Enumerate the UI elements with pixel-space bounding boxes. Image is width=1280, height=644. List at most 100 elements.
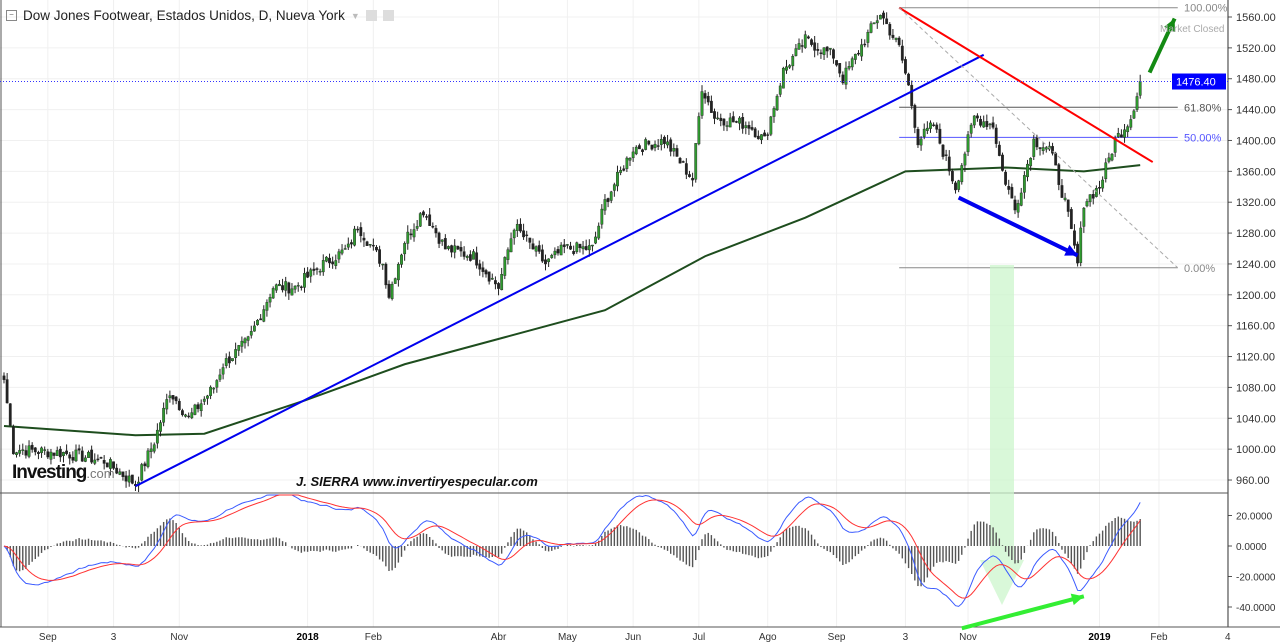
- candle-body: [118, 471, 122, 475]
- candle: [309, 267, 313, 283]
- candle-body: [663, 136, 666, 144]
- candle-body: [681, 161, 685, 163]
- candle-body: [553, 250, 557, 256]
- candle: [706, 91, 710, 106]
- ma200-line: [3, 164, 1141, 437]
- candle-body: [819, 52, 823, 54]
- chevron-down-icon[interactable]: ▼: [350, 10, 360, 21]
- candle: [544, 254, 547, 271]
- candle: [616, 165, 619, 192]
- candle: [262, 305, 266, 323]
- candle: [362, 232, 366, 247]
- candle: [33, 447, 37, 456]
- candle-body: [838, 63, 842, 74]
- candle: [74, 444, 78, 463]
- gear-icon[interactable]: [382, 10, 394, 21]
- candle: [938, 123, 942, 145]
- trendline-support: [135, 53, 985, 488]
- candle: [879, 14, 882, 20]
- candle-body: [246, 336, 250, 341]
- candle-body: [11, 426, 15, 455]
- candle: [365, 240, 369, 246]
- candle-body: [828, 47, 832, 50]
- candle-body: [456, 245, 460, 250]
- candle-body: [957, 180, 961, 190]
- candle: [234, 342, 238, 365]
- candle-body: [174, 396, 178, 402]
- candle-body: [904, 59, 907, 74]
- candle-body: [24, 450, 28, 456]
- candle-body: [171, 395, 175, 400]
- candle-body: [268, 297, 272, 303]
- candle-body: [703, 93, 707, 99]
- candle: [559, 242, 563, 256]
- candle-body: [872, 22, 876, 25]
- candle: [456, 245, 460, 250]
- candle-body: [875, 20, 879, 24]
- candle-body: [71, 457, 75, 461]
- candle: [1054, 151, 1058, 166]
- candle-body: [1038, 147, 1042, 149]
- candle: [155, 423, 159, 449]
- candle-body: [393, 278, 397, 284]
- candle-body: [594, 236, 597, 244]
- candle: [193, 403, 197, 416]
- candle-body: [77, 448, 81, 451]
- price-tick-label: 1240.00: [1236, 259, 1276, 271]
- candle-body: [362, 237, 366, 241]
- candle-body: [1035, 137, 1039, 148]
- candle-body: [365, 241, 369, 246]
- arrow-head-icon: [1164, 18, 1176, 32]
- candle-body: [597, 225, 601, 239]
- annotation-arrow: [961, 594, 1085, 631]
- candle-body: [772, 108, 776, 117]
- candle-body: [140, 464, 144, 481]
- candle-body: [731, 116, 735, 123]
- time-tick-label: Nov: [959, 632, 977, 643]
- candle-body: [127, 475, 131, 483]
- candle: [1038, 147, 1042, 156]
- candle: [115, 463, 119, 475]
- candle: [46, 448, 50, 460]
- candle-body: [262, 309, 266, 322]
- candle-body: [747, 125, 751, 129]
- candle-body: [531, 243, 535, 250]
- candle-body: [1091, 194, 1095, 199]
- time-tick-label: 2018: [296, 632, 319, 643]
- candle-body: [900, 45, 904, 61]
- candle: [318, 268, 322, 276]
- candle-body: [1098, 187, 1101, 189]
- fib-level-label: 61.80%: [1184, 102, 1222, 114]
- candle: [268, 293, 272, 308]
- candle: [340, 244, 344, 256]
- candle-body: [925, 127, 929, 131]
- trendline-fib-diagonal: [898, 7, 1179, 269]
- candle-body: [882, 12, 885, 19]
- eye-icon[interactable]: [365, 10, 377, 21]
- time-tick-label: Ago: [759, 632, 777, 643]
- candle-body: [155, 429, 159, 444]
- candle-body: [816, 49, 820, 51]
- candle-body: [822, 47, 826, 55]
- candle: [659, 134, 663, 151]
- candle-body: [62, 452, 65, 456]
- collapse-icon[interactable]: −: [6, 10, 17, 21]
- candle-body: [447, 246, 450, 249]
- candle-body: [631, 151, 635, 159]
- candle: [800, 39, 804, 53]
- candle-body: [453, 245, 457, 253]
- candle-body: [1138, 81, 1142, 96]
- candle: [581, 241, 585, 255]
- candle: [206, 394, 209, 405]
- candle-body: [55, 450, 59, 457]
- candle: [321, 254, 325, 276]
- candle-body: [991, 122, 995, 128]
- candle-body: [791, 56, 795, 67]
- candle-body: [481, 267, 485, 272]
- candle: [619, 166, 623, 176]
- candle-body: [1079, 227, 1083, 263]
- candle: [1010, 183, 1014, 199]
- candle: [274, 283, 278, 293]
